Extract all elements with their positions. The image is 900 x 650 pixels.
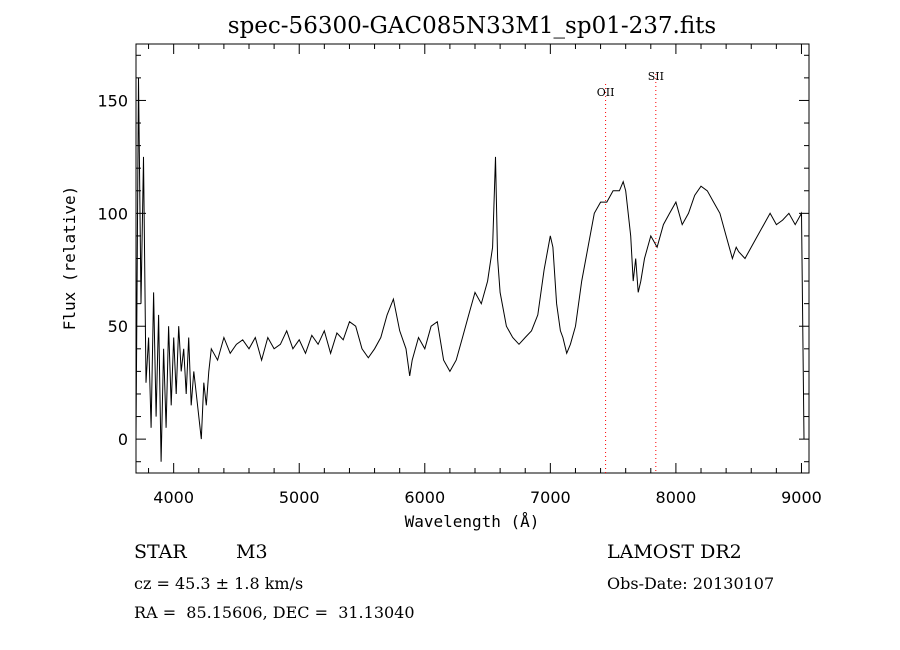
coordinates-text: RA = 85.15606, DEC = 31.13040 xyxy=(134,603,415,622)
x-tick-label: 7000 xyxy=(530,488,571,507)
object-type: STAR xyxy=(134,541,187,563)
x-tick-label: 6000 xyxy=(404,488,445,507)
axis-tick-labels: 4000 5000 6000 7000 8000 9000 0 50 100 150 xyxy=(97,91,821,507)
redshift-text: cz = 45.3 ± 1.8 km/s xyxy=(134,574,304,593)
spectral-line-markers: OII SII xyxy=(597,70,664,473)
x-tick-label: 8000 xyxy=(656,488,697,507)
x-axis-label: Wavelength (Å) xyxy=(405,512,540,531)
plot-frame xyxy=(135,43,810,474)
spectrum-series-line xyxy=(135,77,805,462)
axis-ticks xyxy=(136,44,809,473)
x-tick-label: 9000 xyxy=(781,488,822,507)
survey-name: LAMOST DR2 xyxy=(607,541,742,563)
y-tick-label: 150 xyxy=(97,91,128,110)
y-axis-label: Flux (relative) xyxy=(60,186,79,331)
chart-title: spec-56300-GAC085N33M1_sp01-237.fits xyxy=(228,13,716,39)
spectral-line-label: SII xyxy=(648,70,664,83)
obs-date-text: Obs-Date: 20130107 xyxy=(607,574,775,593)
x-tick-label: 5000 xyxy=(279,488,320,507)
object-subclass: M3 xyxy=(236,541,268,563)
y-tick-label: 100 xyxy=(97,204,128,223)
y-tick-label: 0 xyxy=(118,430,128,449)
x-tick-label: 4000 xyxy=(153,488,194,507)
y-tick-label: 50 xyxy=(108,317,128,336)
spectral-line-label: OII xyxy=(597,86,615,99)
